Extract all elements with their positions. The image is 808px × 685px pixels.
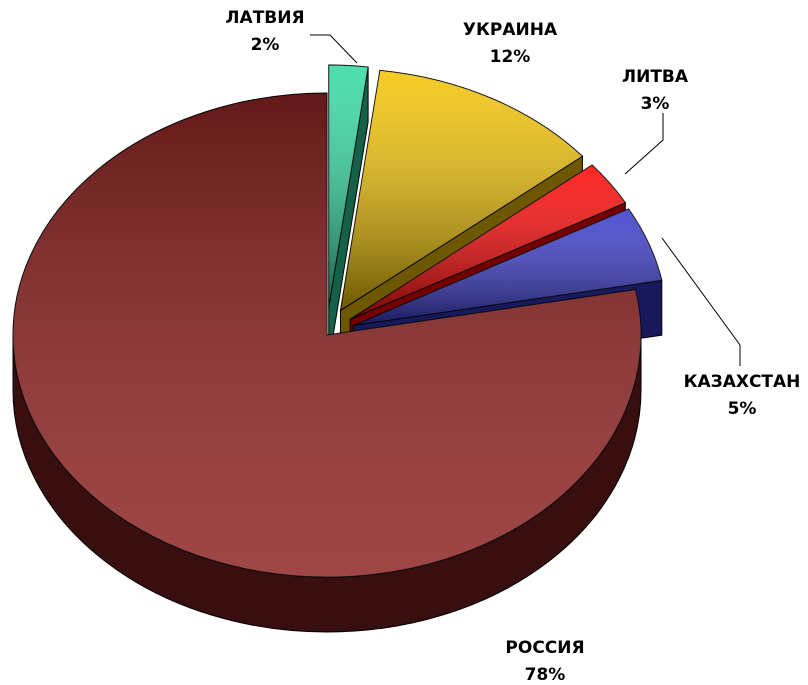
value-label: 12% [490,47,531,67]
category-label: РОССИЯ [505,638,584,658]
category-label: УКРАИНА [463,20,558,40]
leader-line [310,34,358,64]
slice-shade [328,65,369,308]
slice-shade [350,165,626,320]
value-label: 3% [641,94,670,114]
slice-shade [340,70,583,311]
category-label: КАЗАХСТАН [684,372,801,392]
value-label: 5% [728,399,757,419]
pie [12,64,663,633]
slice-shade [12,93,641,577]
leader-line [661,237,741,366]
leader-line [624,113,664,175]
category-label: ЛАТВИЯ [225,8,304,28]
category-label: ЛИТВА [622,67,689,87]
slice-shade [353,208,662,326]
value-label: 2% [251,35,280,55]
labels: ЛАТВИЯ 2% УКРАИНА 12% ЛИТВА 3% КАЗАХСТАН 5% РОСС… [225,8,800,685]
value-label: 78% [525,665,566,685]
